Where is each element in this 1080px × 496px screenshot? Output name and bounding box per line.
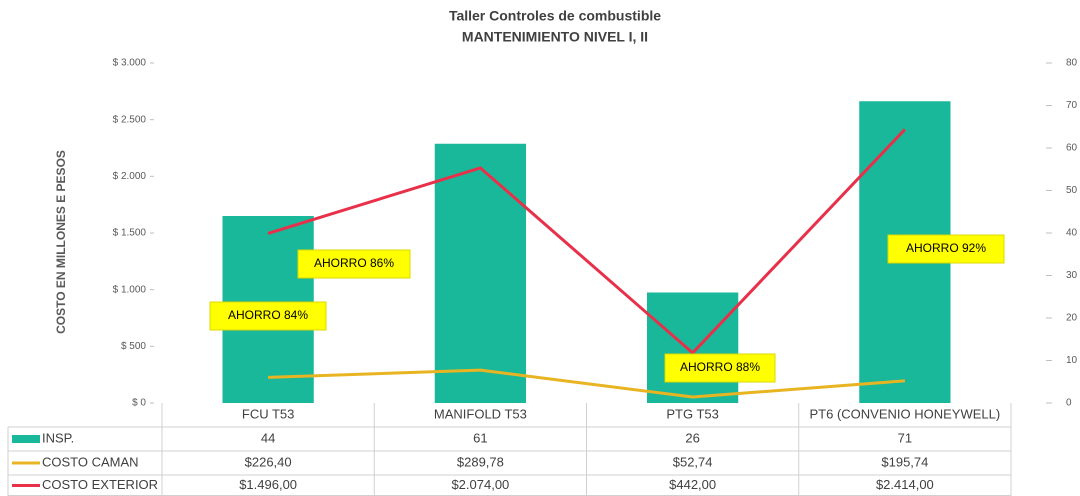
x-tick-label: PT6 (CONVENIO HONEYWELL) — [810, 406, 1001, 421]
y2-tick-label: 20 — [1066, 313, 1078, 324]
chart-subtitle: MANTENIMIENTO NIVEL I, II — [462, 29, 648, 45]
legend-label: INSP. — [42, 430, 74, 445]
y-tick-label: $ 1.000 — [113, 284, 147, 295]
annotation-box — [209, 301, 327, 331]
y-tick-label: $ 0 — [132, 398, 146, 409]
x-tick-label: FCU T53 — [242, 406, 295, 421]
y-axis-label: COSTO EN MILLONES E PESOS — [54, 150, 68, 334]
y-tick-label: $ 1.500 — [113, 228, 147, 239]
y2-tick-label: 60 — [1066, 143, 1078, 154]
legend-label: COSTO EXTERIOR — [42, 477, 158, 492]
y2-tick-label: 80 — [1066, 58, 1078, 69]
legend-label: COSTO CAMAN — [42, 454, 139, 469]
table-value: $195,74 — [881, 454, 928, 469]
bar — [434, 143, 527, 403]
y2-tick-label: 30 — [1066, 270, 1078, 281]
bar — [646, 292, 739, 403]
annotation: AHORRO 88% — [680, 360, 760, 374]
table-value: $2.414,00 — [876, 477, 934, 492]
table-value: $289,78 — [457, 454, 504, 469]
y-tick-label: $ 2.500 — [113, 114, 147, 125]
x-tick-label: PTG T53 — [666, 406, 719, 421]
annotation-box — [664, 353, 776, 383]
table-value: $2.074,00 — [451, 477, 509, 492]
table-value: 71 — [898, 430, 912, 445]
y-tick-label: $ 500 — [121, 341, 146, 352]
y-tick-label: $ 3.000 — [113, 58, 147, 69]
table-value: $442,00 — [669, 477, 716, 492]
y-tick-label: $ 2.000 — [113, 171, 147, 182]
legend-key — [12, 435, 40, 443]
table-value: $1.496,00 — [239, 477, 297, 492]
table-value: 26 — [685, 430, 699, 445]
annotation-box — [297, 249, 411, 279]
annotation: AHORRO 86% — [314, 256, 394, 270]
table-value: 61 — [473, 430, 487, 445]
table-value: 44 — [261, 430, 275, 445]
y2-tick-label: 50 — [1066, 185, 1078, 196]
y2-tick-label: 70 — [1066, 100, 1078, 111]
chart-title: Taller Controles de combustible — [449, 8, 661, 24]
annotation: AHORRO 84% — [228, 308, 308, 322]
x-tick-label: MANIFOLD T53 — [434, 406, 527, 421]
line — [267, 128, 906, 355]
table-value: $52,74 — [673, 454, 713, 469]
annotation-box — [887, 234, 1005, 264]
y2-tick-label: 40 — [1066, 228, 1078, 239]
table-value: $226,40 — [245, 454, 292, 469]
y2-tick-label: 0 — [1066, 398, 1072, 409]
y2-tick-label: 10 — [1066, 355, 1078, 366]
annotation: AHORRO 92% — [906, 241, 986, 255]
line — [268, 368, 905, 399]
